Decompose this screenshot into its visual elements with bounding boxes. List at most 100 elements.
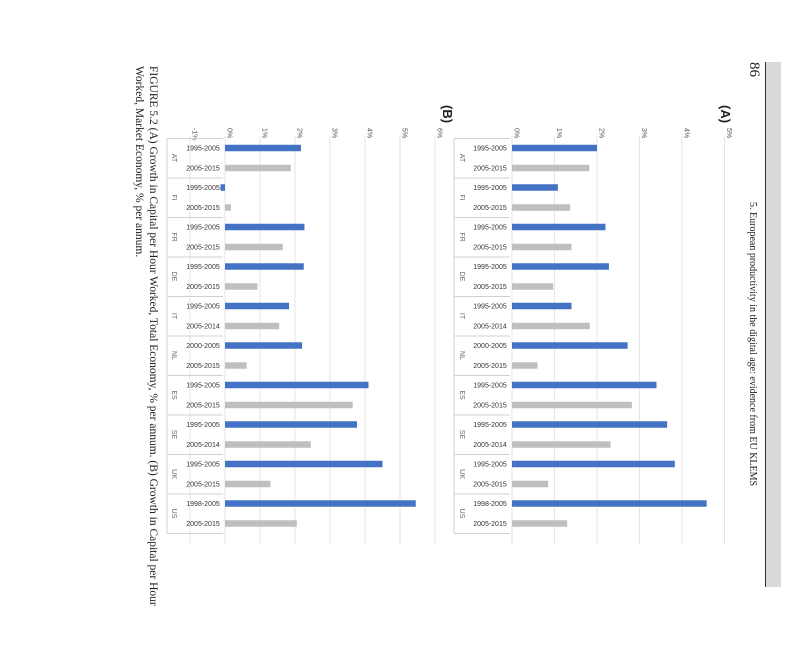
chart-b-tick-label: 1% bbox=[261, 128, 268, 138]
chart-b-bar-es-second bbox=[225, 401, 353, 409]
chart-a-bar-uk-second bbox=[512, 480, 549, 488]
panel-a-label: (A) bbox=[718, 105, 733, 124]
chart-a-tick-label: 3% bbox=[640, 128, 647, 138]
chart-b-tick-label: 3% bbox=[331, 128, 338, 138]
chart-b-category-label: SE bbox=[170, 430, 177, 440]
chart-a-period-label: 2005-2015 bbox=[473, 245, 507, 252]
chart-a-tick-label: 0% bbox=[513, 128, 520, 138]
chart-b-period-label: 1995-2005 bbox=[186, 462, 220, 469]
chart-b-period-label: 2005-2015 bbox=[186, 521, 220, 528]
chart-a-period-label: 2005-2015 bbox=[473, 403, 507, 410]
chart-a-bar-at-first bbox=[512, 144, 597, 152]
chart-b-tick-label: -1% bbox=[191, 128, 198, 140]
chart-a-period-label: 1995-2005 bbox=[473, 422, 507, 429]
chart-b-period-label: 2000-2005 bbox=[186, 343, 220, 350]
chart-b-bar-at-first bbox=[225, 144, 301, 152]
chart-b-tick-label: 5% bbox=[401, 128, 408, 138]
chart-a-period-label: 2005-2015 bbox=[473, 521, 507, 528]
chart-a-bar-uk-first bbox=[512, 460, 675, 468]
chart-a-period-label: 2005-2014 bbox=[473, 324, 507, 331]
chart-a-bar-fr-first bbox=[512, 223, 606, 231]
page-number: 86 bbox=[746, 62, 762, 77]
chart-a-period-label: 1998-2005 bbox=[473, 501, 507, 508]
chart-b-period-label: 1995-2005 bbox=[186, 185, 220, 192]
chart-b-bar-se-second bbox=[225, 441, 311, 448]
chart-a-category-label: FR bbox=[458, 232, 465, 241]
chart-a-bar-de-first bbox=[512, 263, 609, 270]
chart-b-bar-fr-first bbox=[225, 223, 305, 231]
chart-a-period-label: 2005-2015 bbox=[473, 482, 507, 489]
chart-b-category-label: NL bbox=[170, 351, 177, 360]
chart-a-period-label: 2005-2014 bbox=[473, 442, 507, 449]
chart-a-bar-de-second bbox=[512, 283, 554, 290]
chart-b-period-label: 1995-2005 bbox=[186, 146, 220, 153]
chart-b-period-label: 1998-2005 bbox=[186, 501, 220, 508]
page-edge-rule bbox=[765, 62, 766, 587]
running-head: 5. European productivity in the digital … bbox=[747, 202, 758, 487]
chart-b-category-label: DE bbox=[170, 272, 177, 282]
chart-b-period-label: 2005-2015 bbox=[186, 205, 220, 212]
chart-a-tick-label: 2% bbox=[598, 128, 605, 138]
chart-b-category-label: ES bbox=[170, 390, 177, 400]
chart-b-period-label: 1995-2005 bbox=[186, 304, 220, 311]
chart-a-period-label: 1995-2005 bbox=[473, 146, 507, 153]
chart-b-tick-label: 0% bbox=[226, 128, 233, 138]
chart-b-bar-fr-second bbox=[225, 243, 283, 251]
chart-a-category-label: NL bbox=[458, 351, 465, 360]
chart-a-bar-es-first bbox=[512, 381, 657, 389]
panel-b-label: (B) bbox=[440, 105, 455, 124]
chart-b-tick-label: 6% bbox=[436, 128, 443, 138]
chart-a-period-label: 1995-2005 bbox=[473, 185, 507, 192]
chart-a-category-label: SE bbox=[458, 430, 465, 440]
chart-a-category-label: AT bbox=[458, 154, 465, 163]
chart-b-bar-se-first bbox=[225, 421, 357, 428]
chart-a-bar-fi-first bbox=[512, 184, 558, 191]
chart-b-bar-it-first bbox=[225, 302, 290, 310]
chart-a-period-label: 2005-2015 bbox=[473, 166, 507, 173]
chart-a-bar-us-first bbox=[512, 500, 707, 507]
chart-a-period-label: 1995-2005 bbox=[473, 383, 507, 390]
chart-a-bar-fr-second bbox=[512, 243, 572, 251]
chart-a-bar-it-first bbox=[512, 302, 572, 310]
chart-b-bar-nl-first bbox=[225, 342, 302, 349]
chart-a-category-label: FI bbox=[458, 194, 465, 200]
chart-a-category-label: US bbox=[458, 509, 465, 519]
chart-b-category-label: IT bbox=[170, 313, 177, 320]
chart-b-bar-fi-second bbox=[225, 204, 231, 211]
chart-b-bar-es-first bbox=[225, 381, 369, 389]
chart-b-period-label: 2005-2015 bbox=[186, 403, 220, 410]
chart-b-bar-fi-first bbox=[220, 184, 225, 191]
chart-a-bar-at-second bbox=[512, 164, 590, 172]
chart-b-period-label: 2005-2015 bbox=[186, 166, 220, 173]
chart-b-period-label: 2005-2015 bbox=[186, 284, 220, 291]
chart-a-period-label: 1995-2005 bbox=[473, 304, 507, 311]
chart-b-period-label: 1995-2005 bbox=[186, 422, 220, 429]
figure-caption: FIGURE 5.2 (A) Growth in Capital per Hou… bbox=[133, 66, 159, 606]
page-edge-bar bbox=[766, 62, 781, 587]
chart-b-period-label: 2005-2015 bbox=[186, 245, 220, 252]
chart-a-bar-us-second bbox=[512, 520, 568, 527]
chart-b-bar-nl-second bbox=[225, 362, 247, 369]
chart-a-bar-nl-first bbox=[512, 342, 628, 349]
chart-b-bar-de-first bbox=[225, 263, 304, 270]
chart-b-category-label: AT bbox=[170, 154, 177, 163]
chart-b-category-label: FI bbox=[170, 194, 177, 200]
chart-b-bar-us-first bbox=[225, 500, 416, 507]
chart-a-bar-fi-second bbox=[512, 204, 571, 211]
chart-b-tick-label: 4% bbox=[366, 128, 373, 138]
chart-b-category-label: UK bbox=[170, 469, 177, 479]
chart-b-bar-us-second bbox=[225, 520, 297, 527]
chart-a-tick-label: 1% bbox=[555, 128, 562, 138]
chart-b-bar-uk-second bbox=[225, 480, 271, 488]
chart-a-bar-it-second bbox=[512, 322, 590, 330]
chart-a-tick-label: 5% bbox=[725, 128, 732, 138]
chart-b-bar-de-second bbox=[225, 283, 258, 290]
chart-a-category-label: ES bbox=[458, 390, 465, 400]
chart-b-period-label: 1995-2005 bbox=[186, 264, 220, 271]
chart-b-period-label: 1995-2005 bbox=[186, 225, 220, 232]
chart-a-tick-label: 4% bbox=[683, 128, 690, 138]
chart-b-category-label: US bbox=[170, 509, 177, 519]
chart-a-category-label: IT bbox=[458, 313, 465, 320]
chart-b-period-label: 1995-2005 bbox=[186, 383, 220, 390]
